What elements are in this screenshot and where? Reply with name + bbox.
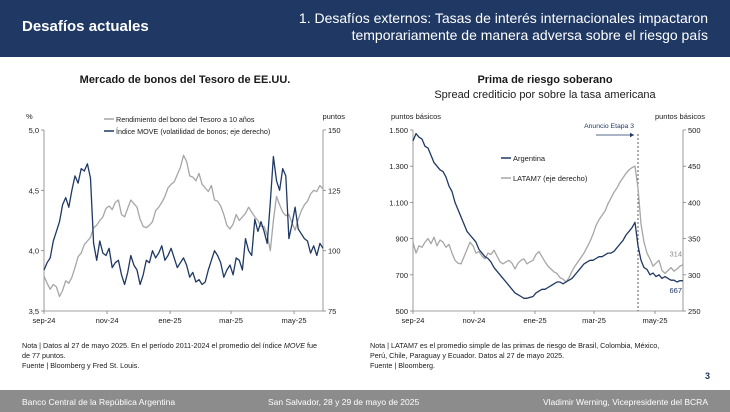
right-chart-subtitle: Spread crediticio por sobre la tasa amer… (434, 89, 656, 101)
right-chart-title: Prima de riesgo soberano (477, 74, 613, 86)
left-chart-note: Nota | Datos al 27 de mayo 2025. En el p… (22, 341, 317, 371)
y-tick-left-label: 3,5 (29, 307, 39, 316)
x-tick-label: sep-24 (33, 316, 56, 325)
right-note-line-2: Perú, Chile, Paraguay y Ecuador. Datos a… (370, 351, 565, 360)
y-tick-right-label: 125 (328, 186, 341, 195)
footer-bar: Banco Central de la República Argentina … (0, 390, 730, 412)
left-note-line-1a: Nota | Datos al 27 de mayo 2025. En el p… (22, 341, 284, 350)
x-tick-label: mar-25 (582, 316, 606, 325)
footer-event: San Salvador, 28 y 29 de mayo de 2025 (268, 397, 420, 407)
x-tick-label: may-25 (642, 316, 667, 325)
y-tick-right-label: 100 (328, 247, 341, 256)
y-tick-right-label: 300 (688, 271, 701, 280)
section-title: Desafíos actuales (22, 18, 149, 35)
footer-institution: Banco Central de la República Argentina (22, 397, 176, 407)
y-tick-right-label: 400 (688, 198, 701, 207)
x-tick-label: nov-24 (463, 316, 486, 325)
annotation-label: Anuncio Etapa 3 (584, 123, 634, 130)
x-tick-label: may-25 (282, 316, 307, 325)
x-tick-label: ene-25 (158, 316, 181, 325)
legend-label: Argentina (513, 154, 546, 163)
y-tick-left-label: 1.500 (389, 126, 408, 135)
y-axis-left-label: % (26, 112, 33, 121)
right-chart: 500 700 900 1.100 1.300 1.500 250 300 350 400 450 5… (389, 112, 705, 325)
y-tick-left-label: 4,5 (29, 186, 39, 195)
y-tick-left-label: 5,0 (29, 126, 39, 135)
right-chart-note: Nota | LATAM7 es el promedio simple de l… (370, 341, 659, 371)
y-tick-left-label: 900 (395, 235, 408, 244)
series-line-gray (43, 154, 324, 298)
y-tick-right-label: 150 (328, 126, 341, 135)
y-tick-right-label: 350 (688, 235, 701, 244)
end-label-argentina: 667 (669, 286, 682, 295)
end-label-latam7: 314 (669, 250, 682, 259)
y-tick-left-label: 500 (395, 307, 408, 316)
y-tick-left-label: 1.100 (389, 198, 408, 207)
y-tick-left-label: 4,0 (29, 247, 39, 256)
x-tick-label: sep-24 (402, 316, 425, 325)
left-note-line-1b: fue (305, 341, 318, 350)
y-tick-left-label: 1.300 (389, 162, 408, 171)
right-note-line-1: Nota | LATAM7 es el promedio simple de l… (370, 341, 660, 350)
slide-title-line-2: temporariamente de manera adversa sobre … (351, 27, 708, 43)
series-line-dark (43, 155, 324, 286)
y-tick-right-label: 450 (688, 162, 701, 171)
y-tick-right-label: 500 (688, 126, 701, 135)
y-tick-right-label: 75 (328, 307, 336, 316)
y-axis-left-label: puntos básicos (391, 112, 441, 121)
y-axis-right-label: puntos (322, 112, 345, 121)
slide-title: 1. Desafíos externos: Tasas de interés i… (248, 10, 708, 44)
series-line-gray (412, 165, 684, 283)
series-line-dark (412, 132, 684, 299)
footer-speaker: Vladimir Werning, Vicepresidente del BCR… (542, 397, 708, 407)
y-tick-right-label: 250 (688, 307, 701, 316)
x-tick-label: nov-24 (96, 316, 119, 325)
left-chart: 3,5 4,0 4,5 5,0 75 100 125 150 sep-24 nov-24 ene-2… (26, 112, 345, 325)
legend-label: LATAM7 (eje derecho) (513, 174, 588, 183)
x-tick-label: ene-25 (523, 316, 546, 325)
left-note-emphasis: MOVE (283, 341, 306, 350)
left-note-source: Fuente | Bloomberg y Fred St. Louis. (22, 361, 140, 370)
legend-label: Rendimiento del bono del Tesoro a 10 año… (116, 115, 255, 124)
left-note-line-2: de 77 puntos. (22, 351, 66, 360)
y-tick-left-label: 700 (395, 271, 408, 280)
legend-label: Índice MOVE (volatilidad de bonos; eje d… (116, 127, 270, 136)
y-axis-right-label: puntos básicos (655, 112, 705, 121)
right-note-source: Fuente | Bloomberg. (370, 361, 435, 370)
left-chart-title: Mercado de bonos del Tesoro de EE.UU. (79, 74, 291, 86)
slide-title-line-1: 1. Desafíos externos: Tasas de interés i… (298, 10, 708, 26)
page-number: 3 (704, 371, 710, 381)
x-tick-label: mar-25 (219, 316, 243, 325)
annotation-arrow-head (630, 132, 634, 138)
header-bar: Desafíos actuales 1. Desafíos externos: … (0, 0, 730, 57)
